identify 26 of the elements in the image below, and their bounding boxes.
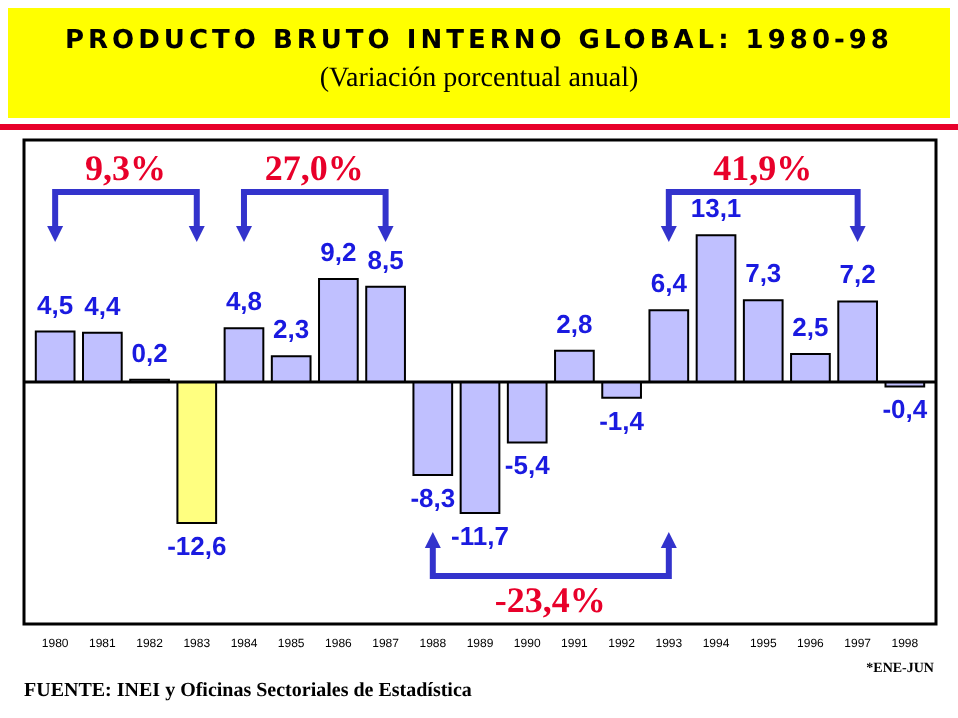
data-label: 8,5 bbox=[367, 244, 404, 275]
data-label: 2,8 bbox=[556, 308, 593, 339]
chart-title: PRODUCTO BRUTO INTERNO GLOBAL: 1980-98 bbox=[63, 26, 895, 56]
data-label: 7,2 bbox=[839, 259, 876, 290]
text: 27,0% bbox=[264, 148, 364, 190]
data-label: -5,4 bbox=[504, 450, 552, 481]
data-label: 0,2 bbox=[131, 337, 168, 368]
chart-subtitle: (Variación porcentual anual) bbox=[317, 64, 641, 96]
data-label: -8,3 bbox=[410, 482, 456, 513]
text: 9,3% bbox=[84, 148, 166, 190]
data-label: -12,6 bbox=[167, 531, 227, 562]
text: 41,9% bbox=[713, 148, 813, 190]
data-label: 2,5 bbox=[792, 312, 829, 343]
data-label: 2,3 bbox=[273, 314, 310, 345]
data-label: 4,5 bbox=[37, 289, 74, 320]
data-label: 4,4 bbox=[84, 290, 122, 321]
text: -23,4% bbox=[494, 580, 606, 622]
data-label: -0,4 bbox=[882, 394, 929, 425]
source-note: FUENTE: INEI y Oficinas Sectoriales de Estadística bbox=[24, 680, 472, 702]
data-label: -11,7 bbox=[451, 520, 509, 551]
data-label: 9,2 bbox=[320, 237, 357, 267]
data-label: 4,8 bbox=[225, 286, 263, 317]
data-label: 6,4 bbox=[650, 268, 689, 299]
data-label: 7,3 bbox=[745, 258, 782, 289]
data-label: 13,1 bbox=[690, 193, 742, 224]
data-label: -1,4 bbox=[599, 405, 646, 436]
